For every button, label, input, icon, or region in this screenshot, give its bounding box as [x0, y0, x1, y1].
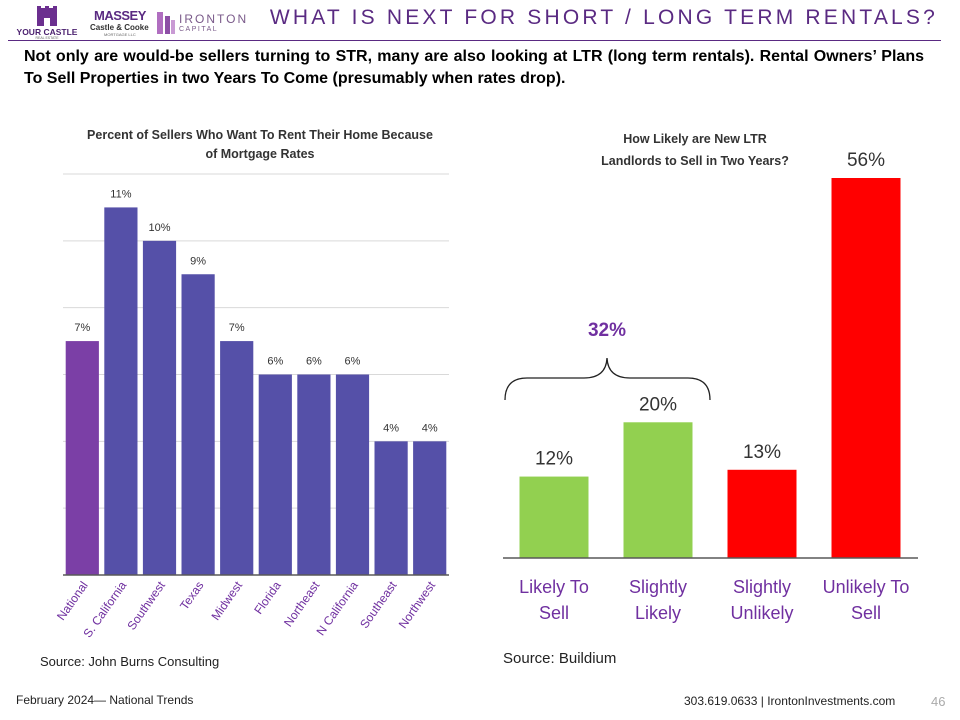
- data-label: 20%: [639, 394, 677, 415]
- category-label: National: [54, 579, 91, 623]
- bar: [258, 374, 292, 575]
- data-label: 10%: [148, 222, 170, 234]
- category-label: Likely: [635, 603, 681, 623]
- ironton-icon: [157, 12, 175, 34]
- category-label: Northwest: [396, 578, 439, 631]
- data-label: 6%: [345, 356, 361, 368]
- logo2-line1: MASSEY: [94, 8, 146, 23]
- category-label: Sell: [851, 603, 881, 623]
- category-label: Florida: [251, 578, 284, 616]
- bracket-brace: [504, 357, 711, 401]
- logo3-line1: IRONTON: [179, 12, 249, 26]
- bar: [220, 341, 254, 575]
- bar: [181, 274, 215, 575]
- left-chart-source: Source: John Burns Consulting: [40, 654, 220, 669]
- right-chart-source: Source: Buildium: [503, 650, 617, 667]
- ironton-logo: IRONTON CAPITAL: [156, 6, 246, 40]
- page-number: 46: [931, 694, 946, 709]
- data-label: 4%: [422, 422, 438, 434]
- your-castle-logo: YOUR CASTLE REAL ESTATE: [8, 6, 86, 40]
- data-label: 6%: [267, 356, 283, 368]
- data-label: 9%: [190, 255, 206, 267]
- left-chart-title-line1: Percent of Sellers Who Want To Rent Thei…: [87, 128, 433, 142]
- bar: [142, 240, 177, 576]
- bar: [413, 441, 447, 575]
- category-label: Texas: [177, 579, 206, 613]
- logo2-line2: Castle & Cooke: [90, 23, 149, 32]
- category-label: Likely To: [519, 577, 589, 597]
- right-chart-title: How Likely are New LTR Landlords to Sell…: [540, 126, 850, 174]
- bar: [519, 476, 589, 558]
- left-chart-title-line2: of Mortgage Rates: [205, 147, 315, 161]
- logo1-line1: YOUR CASTLE: [16, 27, 78, 37]
- category-label: Sell: [539, 603, 569, 623]
- data-label: 12%: [535, 449, 573, 470]
- data-label: 6%: [306, 356, 322, 368]
- data-label: 56%: [847, 150, 885, 171]
- page-title: WHAT IS NEXT FOR SHORT / LONG TERM RENTA…: [269, 6, 938, 29]
- footer-left: February 2024— National Trends: [16, 693, 194, 707]
- bar: [374, 441, 408, 575]
- page-subtitle: Not only are would-be sellers turning to…: [24, 48, 924, 87]
- category-label: Unlikely: [730, 603, 793, 623]
- bar: [727, 469, 797, 558]
- bar: [104, 207, 138, 575]
- massey-logo: MASSEY Castle & Cooke MORTGAGE LLC: [90, 6, 152, 40]
- bar: [297, 374, 331, 575]
- bar: [831, 178, 901, 558]
- bracket-label: 32%: [588, 320, 626, 341]
- bar: [65, 341, 99, 575]
- right-chart-title-line1: How Likely are New LTR: [623, 132, 767, 146]
- left-chart-title: Percent of Sellers Who Want To Rent Thei…: [60, 126, 460, 164]
- data-label: 7%: [74, 322, 90, 334]
- data-label: 7%: [229, 322, 245, 334]
- logo1-line2: REAL ESTATE: [35, 36, 59, 40]
- logo3-line2: CAPITAL: [179, 26, 219, 33]
- logo2-line3: MORTGAGE LLC: [104, 32, 136, 37]
- category-label: Unlikely To: [823, 577, 910, 597]
- category-label: Slightly: [733, 577, 791, 597]
- data-label: 11%: [110, 188, 131, 200]
- data-label: 13%: [743, 442, 781, 463]
- data-label: 4%: [383, 422, 399, 434]
- category-label: Northeast: [281, 578, 323, 629]
- category-label: Southwest: [124, 578, 168, 632]
- right-chart-title-line2: Landlords to Sell in Two Years?: [601, 154, 789, 168]
- footer-right: 303.619.0633 | IrontonInvestments.com: [684, 694, 896, 708]
- category-label: Midwest: [208, 578, 245, 623]
- category-label: Southeast: [357, 578, 400, 631]
- bar: [335, 374, 370, 575]
- castle-icon: [37, 6, 57, 26]
- bar: [623, 422, 693, 558]
- category-label: Slightly: [629, 577, 687, 597]
- header-divider: [8, 40, 941, 41]
